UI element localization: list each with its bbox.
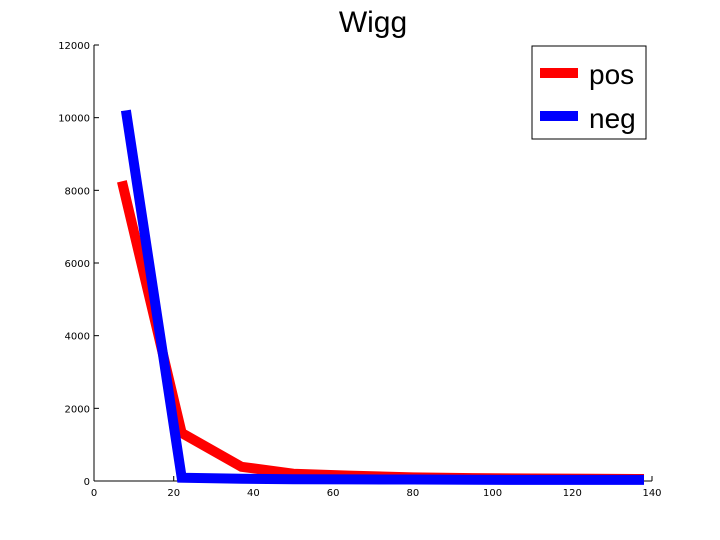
chart-title: Wigg <box>339 6 407 39</box>
x-tick-label: 100 <box>483 488 502 499</box>
y-tick-label: 8000 <box>65 186 90 197</box>
x-tick-label: 20 <box>167 488 180 499</box>
x-tick-label: 140 <box>642 488 661 499</box>
legend-label-neg: neg <box>589 103 636 134</box>
legend-box <box>531 45 647 140</box>
y-tick-label: 0 <box>84 477 90 488</box>
y-ticks: 0 2000 4000 6000 8000 10000 12000 <box>58 41 99 488</box>
x-tick-label: 0 <box>91 488 97 499</box>
series-layer <box>117 109 645 485</box>
x-tick-label: 60 <box>327 488 340 499</box>
x-tick-label: 40 <box>247 488 260 499</box>
legend: pos neg <box>531 45 647 140</box>
series-line-neg <box>120 109 644 485</box>
y-tick-label: 2000 <box>65 404 90 415</box>
y-tick-label: 6000 <box>65 259 90 270</box>
y-tick-label: 4000 <box>65 332 90 343</box>
y-tick-label: 12000 <box>58 41 90 52</box>
x-tick-label: 120 <box>563 488 582 499</box>
x-tick-label: 80 <box>406 488 419 499</box>
y-tick-label: 10000 <box>58 114 90 125</box>
legend-label-pos: pos <box>589 59 634 90</box>
